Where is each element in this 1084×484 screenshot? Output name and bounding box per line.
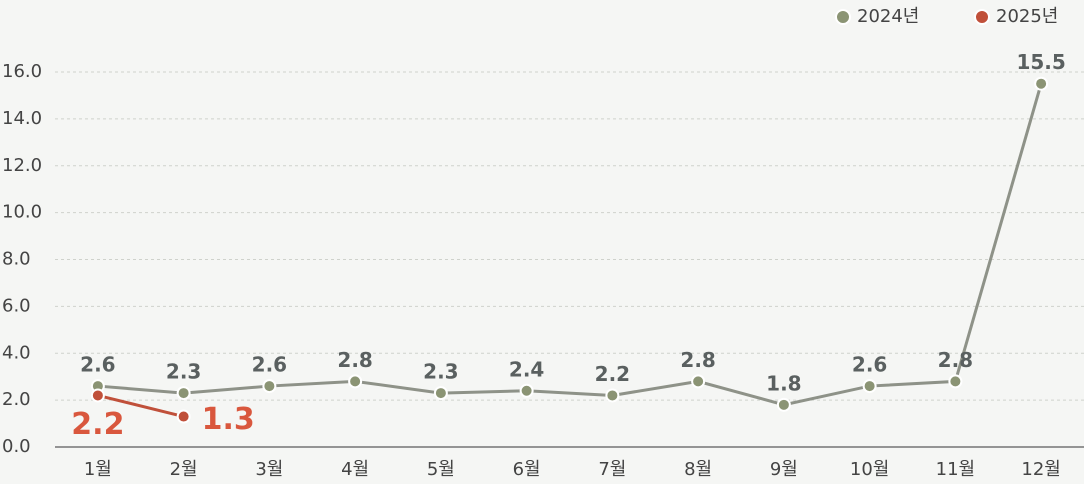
legend-label: 2024년 xyxy=(857,6,919,27)
marker xyxy=(348,374,363,389)
marker xyxy=(948,374,963,389)
data-label: 2.3 xyxy=(166,360,201,384)
y-tick-label: 6.0 xyxy=(2,295,31,316)
y-tick-label: 14.0 xyxy=(2,108,42,129)
marker xyxy=(90,388,105,403)
marker xyxy=(862,379,877,394)
y-tick-label: 10.0 xyxy=(2,202,42,223)
data-label: 15.5 xyxy=(1016,50,1065,74)
data-label: 1.8 xyxy=(766,371,801,395)
marker xyxy=(691,374,706,389)
data-label: 2.4 xyxy=(509,357,544,381)
marker xyxy=(176,386,191,401)
data-label: 2.6 xyxy=(852,353,887,377)
marker xyxy=(519,383,534,398)
y-tick-label: 4.0 xyxy=(2,342,31,363)
x-tick-label: 11월 xyxy=(936,459,975,480)
marker xyxy=(605,388,620,403)
series-line xyxy=(97,393,184,418)
legend-marker xyxy=(835,9,851,25)
x-tick-label: 8월 xyxy=(684,459,712,480)
data-label: 2.8 xyxy=(938,348,973,372)
y-tick-label: 2.0 xyxy=(2,389,31,410)
data-label: 2.3 xyxy=(423,360,458,384)
y-tick-label: 0.0 xyxy=(2,436,31,457)
data-label: 2.6 xyxy=(80,353,115,377)
y-tick-label: 8.0 xyxy=(2,249,31,270)
data-label: 1.3 xyxy=(202,402,255,437)
data-label: 2.8 xyxy=(337,348,372,372)
x-tick-label: 1월 xyxy=(84,459,112,480)
y-tick-label: 16.0 xyxy=(2,61,42,82)
data-label: 2.6 xyxy=(252,353,287,377)
x-tick-label: 2월 xyxy=(170,459,198,480)
data-label: 2.2 xyxy=(71,407,124,442)
marker xyxy=(176,409,191,424)
x-tick-label: 6월 xyxy=(513,459,541,480)
legend-label: 2025년 xyxy=(996,6,1058,27)
x-tick-label: 12월 xyxy=(1021,459,1060,480)
x-tick-label: 4월 xyxy=(341,459,369,480)
data-label: 2.2 xyxy=(595,362,630,386)
data-label: 2.8 xyxy=(680,348,715,372)
marker xyxy=(433,386,448,401)
x-tick-label: 7월 xyxy=(598,459,626,480)
legend-marker xyxy=(974,9,990,25)
x-tick-label: 5월 xyxy=(427,459,455,480)
x-tick-label: 3월 xyxy=(255,459,283,480)
x-tick-label: 10월 xyxy=(850,459,889,480)
x-tick-label: 9월 xyxy=(770,459,798,480)
marker xyxy=(1034,76,1049,91)
y-tick-label: 12.0 xyxy=(2,155,42,176)
series-line xyxy=(97,83,1043,407)
marker xyxy=(776,397,791,412)
marker xyxy=(262,379,277,394)
